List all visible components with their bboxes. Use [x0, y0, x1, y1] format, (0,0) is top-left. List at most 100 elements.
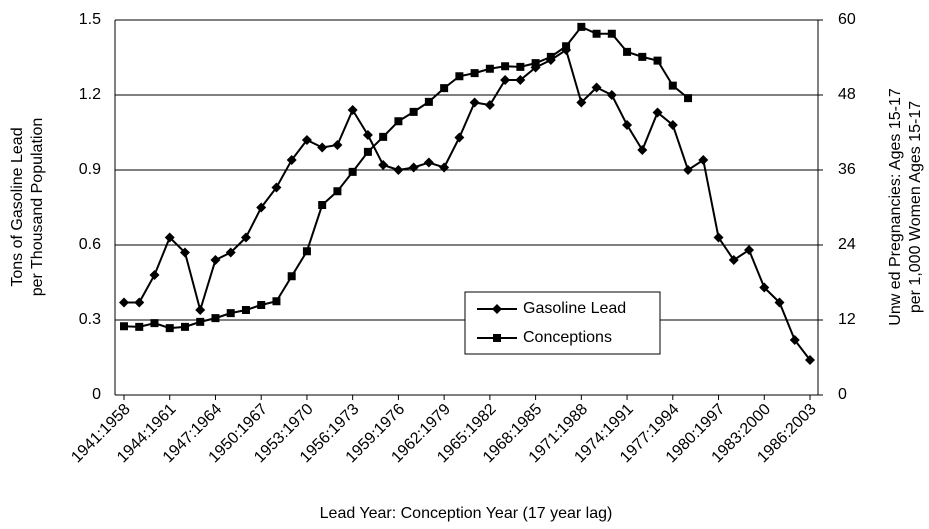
- square-marker: [318, 201, 327, 209]
- square-marker: [272, 297, 281, 306]
- diamond-marker: [454, 132, 465, 143]
- diamond-marker: [439, 162, 450, 173]
- square-marker: [485, 64, 494, 73]
- diamond-marker: [576, 97, 587, 108]
- square-marker: [501, 62, 510, 71]
- diamond-marker: [256, 202, 267, 213]
- diamond-marker: [362, 130, 373, 140]
- diamond-marker: [789, 335, 800, 345]
- y2-tick-label: 0: [838, 386, 847, 403]
- diamond-marker: [744, 245, 755, 255]
- square-marker: [623, 47, 632, 56]
- diamond-marker: [637, 145, 648, 155]
- y2-tick-label: 36: [838, 161, 856, 178]
- diamond-marker: [713, 232, 724, 243]
- square-marker: [196, 317, 205, 326]
- y-tick-label: 0: [92, 386, 101, 403]
- square-marker: [546, 52, 555, 61]
- diamond-marker: [484, 100, 495, 110]
- diamond-marker: [317, 142, 328, 153]
- square-marker: [287, 272, 296, 281]
- square-marker: [394, 117, 403, 126]
- square-marker: [120, 322, 128, 331]
- square-marker: [440, 84, 449, 93]
- square-marker: [241, 306, 250, 314]
- square-marker: [150, 319, 159, 328]
- diamond-marker: [683, 165, 694, 175]
- diamond-marker: [271, 182, 282, 193]
- square-marker: [363, 147, 372, 156]
- square-marker: [607, 29, 616, 38]
- square-marker: [302, 247, 311, 256]
- legend-label: Gasoline Lead: [523, 300, 626, 317]
- diamond-marker: [408, 162, 419, 173]
- y-axis-label: Tons of Gasoline Lead: [9, 127, 26, 286]
- diamond-marker: [652, 107, 663, 118]
- square-marker: [592, 29, 601, 38]
- series-line: [124, 48, 811, 361]
- diamond-marker: [728, 255, 739, 265]
- diamond-marker: [134, 297, 145, 308]
- y-axis-label: per Thousand Population: [29, 118, 46, 297]
- square-marker: [165, 324, 174, 333]
- square-marker: [379, 132, 388, 141]
- square-marker: [684, 94, 693, 103]
- square-marker: [226, 309, 235, 318]
- diamond-marker: [149, 270, 160, 280]
- square-marker: [577, 22, 586, 31]
- square-marker: [668, 81, 677, 90]
- legend-box: [464, 291, 661, 355]
- y-tick-label: 0.3: [79, 311, 101, 328]
- y2-tick-label: 48: [838, 86, 856, 103]
- square-marker: [333, 187, 342, 196]
- diamond-marker: [500, 75, 511, 85]
- diamond-marker: [225, 247, 236, 258]
- y2-tick-label: 60: [838, 11, 856, 28]
- square-marker: [653, 56, 662, 65]
- diamond-marker: [622, 120, 633, 130]
- diamond-marker: [759, 282, 770, 293]
- diamond-marker: [332, 140, 343, 150]
- y2-tick-label: 24: [838, 236, 856, 253]
- square-marker: [562, 42, 571, 51]
- square-marker: [516, 62, 525, 71]
- square-marker: [348, 167, 357, 176]
- diamond-marker: [119, 297, 129, 308]
- square-marker: [409, 107, 418, 116]
- square-marker: [531, 59, 540, 68]
- diamond-marker: [301, 135, 312, 145]
- diamond-marker: [240, 232, 251, 243]
- diamond-marker: [347, 105, 358, 115]
- square-marker: [638, 52, 647, 61]
- square-marker: [424, 97, 433, 106]
- y-tick-label: 0.9: [79, 161, 101, 178]
- square-marker: [211, 314, 220, 323]
- diamond-marker: [515, 75, 526, 85]
- diamond-marker: [606, 90, 617, 100]
- diamond-marker: [179, 247, 190, 258]
- y-tick-label: 0.6: [79, 236, 101, 253]
- diamond-marker: [423, 157, 434, 168]
- square-marker: [180, 322, 189, 331]
- diamond-marker: [492, 304, 502, 314]
- square-marker: [493, 334, 501, 342]
- diamond-marker: [591, 82, 602, 93]
- square-marker: [257, 301, 266, 309]
- diamond-marker: [393, 165, 404, 175]
- square-marker: [470, 69, 479, 78]
- y2-tick-label: 12: [838, 311, 856, 328]
- y-tick-label: 1.5: [79, 11, 101, 28]
- diamond-marker: [210, 255, 221, 265]
- diamond-marker: [805, 355, 815, 365]
- diamond-marker: [469, 97, 480, 108]
- square-marker: [455, 72, 464, 81]
- x-axis-label: Lead Year: Conception Year (17 year lag): [320, 505, 613, 522]
- diamond-marker: [667, 120, 678, 130]
- diamond-marker: [378, 160, 389, 170]
- diamond-marker: [286, 155, 297, 165]
- diamond-marker: [164, 232, 175, 243]
- square-marker: [135, 322, 144, 331]
- legend-label: Conceptions: [523, 329, 612, 346]
- y2-axis-label: Unw ed Pregnancies: Ages 15-17: [887, 88, 904, 326]
